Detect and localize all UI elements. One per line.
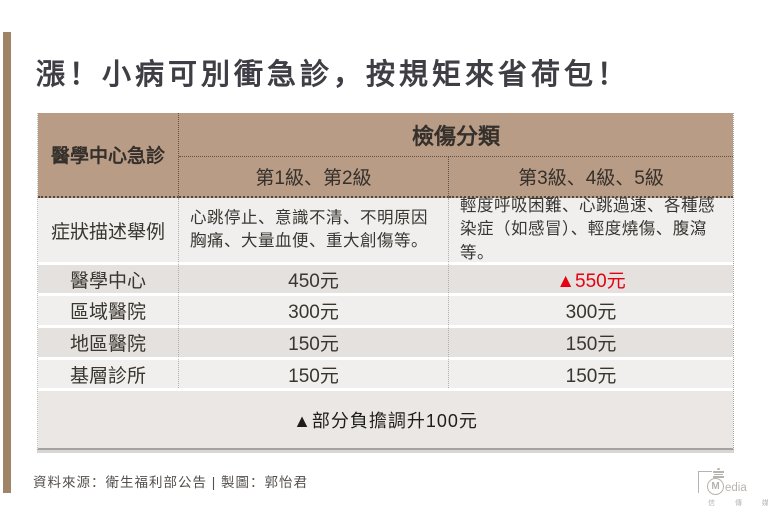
row-label-regional-hospital: 區域醫院 xyxy=(38,293,179,325)
column-header-level-1-2: 第1級、第2級 xyxy=(179,157,449,198)
row-label-symptoms: 症狀描述舉例 xyxy=(38,198,179,262)
logo-wordmark: edia xyxy=(725,482,747,494)
fee-clinic-level12: 150元 xyxy=(179,357,449,388)
table-corner-header: 醫學中心急診 xyxy=(38,113,179,198)
left-accent-bar xyxy=(3,32,11,493)
row-label-district-hospital: 地區醫院 xyxy=(38,325,179,357)
symptoms-severe-cell: 心跳停止、意識不清、不明原因胸痛、大量血便、重大創傷等。 xyxy=(179,198,449,262)
fee-medical-center-level345-raised: ▲550元 xyxy=(449,262,733,293)
row-label-medical-center: 醫學中心 xyxy=(38,262,179,293)
source-credit: 資料來源：衛生福利部公告 | 製圖：郭怡君 xyxy=(33,475,309,490)
fee-district-level345: 150元 xyxy=(449,325,733,357)
page-title: 漲！小病可別衝急診，按規矩來省荷包！ xyxy=(36,59,631,92)
column-header-level-3-4-5: 第3級、4級、5級 xyxy=(449,157,733,198)
logo-chinese-name: 信 傳 媒 xyxy=(708,500,768,507)
fee-clinic-level345: 150元 xyxy=(449,357,733,388)
fee-medical-center-level12: 450元 xyxy=(179,262,449,293)
logo-circle-m: M xyxy=(707,478,724,495)
fee-district-level12: 150元 xyxy=(179,325,449,357)
triage-fee-table: 醫學中心急診 檢傷分類 第1級、第2級 第3級、4級、5級 症狀描述舉例 心跳停… xyxy=(37,113,734,450)
fee-regional-level12: 300元 xyxy=(179,293,449,325)
table-group-header: 檢傷分類 xyxy=(179,113,733,157)
symptoms-mild-cell: 輕度呼吸困難、心跳過速、各種感染症（如感冒）、輕度燒傷、腹瀉等。 xyxy=(449,197,733,262)
row-label-clinic: 基層診所 xyxy=(38,357,179,388)
fee-regional-level345: 300元 xyxy=(449,293,733,325)
logo-corner-shape xyxy=(698,471,712,493)
antenna-icon xyxy=(712,467,724,479)
cmmedia-logo: M edia 信 傳 媒 xyxy=(698,464,768,508)
copay-increase-note: ▲部分負擔調升100元 xyxy=(38,388,733,448)
